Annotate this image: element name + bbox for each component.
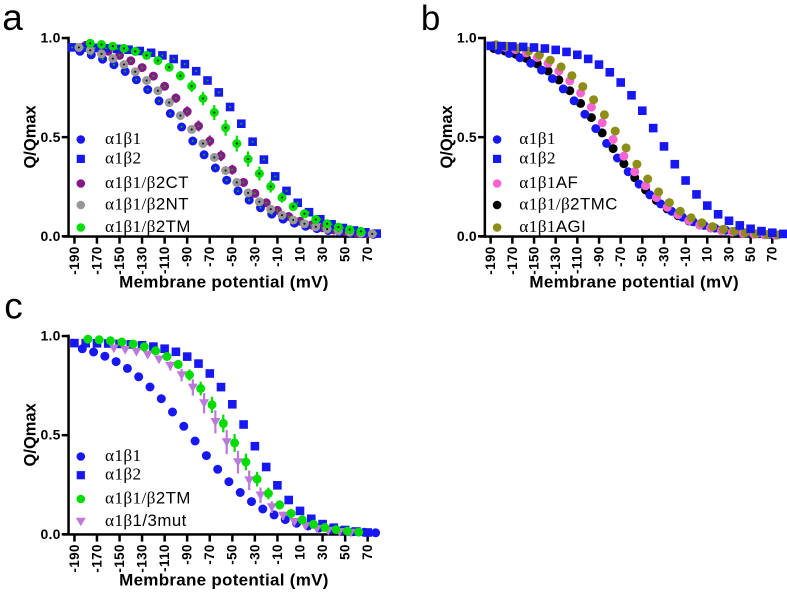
svg-text:-190: -190	[67, 544, 82, 572]
svg-text:70: 70	[360, 544, 375, 560]
svg-text:70: 70	[360, 246, 375, 262]
svg-text:-90: -90	[180, 544, 195, 565]
svg-text:50: 50	[743, 246, 758, 262]
svg-text:-50: -50	[225, 246, 240, 267]
svg-text:-110: -110	[157, 246, 172, 274]
svg-text:Membrane potential (mV): Membrane potential (mV)	[119, 273, 329, 292]
svg-text:0.0: 0.0	[41, 228, 61, 244]
svg-text:α1β2: α1β2	[105, 465, 142, 484]
svg-text:10: 10	[292, 246, 307, 262]
svg-text:-190: -190	[67, 246, 82, 274]
svg-text:Q/Qmax: Q/Qmax	[438, 104, 456, 168]
svg-text:50: 50	[338, 246, 353, 262]
svg-text:a: a	[2, 0, 23, 38]
svg-text:α1β1/β2NT: α1β1/β2NT	[105, 194, 189, 213]
svg-text:α1β1/β2CT: α1β1/β2CT	[105, 173, 189, 192]
svg-text:-10: -10	[270, 246, 285, 267]
svg-text:α1β1: α1β1	[105, 129, 142, 148]
svg-text:α1β1/3mut: α1β1/3mut	[105, 511, 187, 530]
svg-text:-10: -10	[270, 544, 285, 565]
svg-text:30: 30	[315, 246, 330, 262]
svg-text:-170: -170	[505, 246, 520, 274]
svg-text:Membrane potential (mV): Membrane potential (mV)	[529, 273, 739, 292]
svg-text:-70: -70	[202, 544, 217, 565]
svg-text:-130: -130	[548, 246, 563, 274]
svg-text:-150: -150	[112, 246, 127, 274]
svg-text:b: b	[421, 0, 440, 38]
svg-text:-10: -10	[678, 246, 693, 267]
svg-text:70: 70	[765, 246, 780, 262]
svg-text:1.0: 1.0	[457, 30, 477, 46]
svg-text:α1β2: α1β2	[105, 148, 142, 167]
svg-text:-50: -50	[635, 246, 650, 267]
svg-text:-150: -150	[112, 544, 127, 572]
svg-text:-90: -90	[591, 246, 606, 267]
svg-text:-90: -90	[180, 246, 195, 267]
svg-text:10: 10	[292, 544, 307, 560]
svg-text:α1β1/β2TM: α1β1/β2TM	[105, 488, 191, 507]
svg-text:-190: -190	[483, 246, 498, 274]
svg-text:α1β1/β2TMC: α1β1/β2TMC	[519, 194, 618, 213]
svg-text:Q/Qmax: Q/Qmax	[22, 402, 40, 466]
svg-text:0.5: 0.5	[41, 427, 61, 443]
svg-text:-170: -170	[89, 544, 104, 572]
svg-text:α1β1AF: α1β1AF	[519, 173, 578, 192]
svg-text:c: c	[4, 285, 23, 326]
svg-text:-30: -30	[247, 246, 262, 267]
svg-text:-130: -130	[135, 246, 150, 274]
svg-text:0.5: 0.5	[457, 129, 477, 145]
svg-text:-70: -70	[202, 246, 217, 267]
svg-text:-50: -50	[225, 544, 240, 565]
svg-text:-110: -110	[157, 544, 172, 572]
svg-text:α1β1AGI: α1β1AGI	[519, 217, 586, 236]
svg-text:30: 30	[721, 246, 736, 262]
svg-text:-150: -150	[526, 246, 541, 274]
svg-text:α1β1/β2TM: α1β1/β2TM	[105, 217, 191, 236]
svg-text:α1β1: α1β1	[105, 446, 142, 465]
svg-text:0.5: 0.5	[41, 129, 61, 145]
svg-text:Membrane potential (mV): Membrane potential (mV)	[119, 570, 329, 589]
svg-text:50: 50	[338, 544, 353, 560]
svg-text:10: 10	[700, 246, 715, 262]
svg-text:-170: -170	[89, 246, 104, 274]
svg-text:-110: -110	[570, 246, 585, 274]
svg-text:0.0: 0.0	[41, 526, 61, 542]
svg-text:-130: -130	[135, 544, 150, 572]
svg-text:-30: -30	[247, 544, 262, 565]
svg-text:-30: -30	[656, 246, 671, 267]
svg-text:Q/Qmax: Q/Qmax	[22, 104, 40, 168]
svg-text:0.0: 0.0	[457, 228, 477, 244]
svg-text:1.0: 1.0	[41, 328, 61, 344]
svg-text:1.0: 1.0	[41, 30, 61, 46]
svg-text:α1β2: α1β2	[519, 148, 556, 167]
svg-text:30: 30	[315, 544, 330, 560]
svg-text:-70: -70	[613, 246, 628, 267]
svg-text:α1β1: α1β1	[519, 129, 556, 148]
